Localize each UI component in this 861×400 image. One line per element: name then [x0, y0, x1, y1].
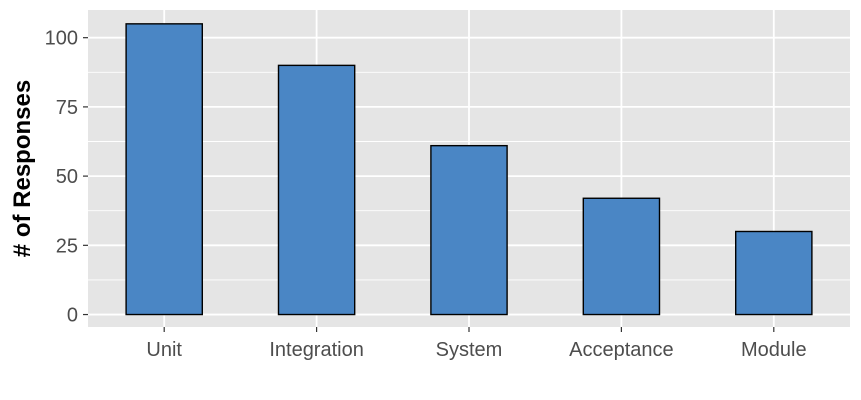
y-axis: 0 25 50 75 100 — [45, 28, 88, 327]
bar-unit — [125, 23, 203, 316]
bar-acceptance — [582, 197, 661, 316]
y-tick-label: 100 — [45, 28, 78, 50]
x-tick-label: Integration — [269, 339, 364, 361]
bar-system — [430, 144, 508, 316]
x-tick-label: Acceptance — [569, 339, 674, 361]
y-tick-label: 50 — [56, 166, 78, 188]
x-axis: Unit Integration System Acceptance Module — [146, 327, 807, 361]
y-axis-title: # of Responses — [9, 80, 36, 257]
y-tick-label: 25 — [56, 235, 78, 257]
y-tick-label: 0 — [67, 305, 78, 327]
x-tick-label: Unit — [146, 339, 182, 361]
x-tick-label: System — [436, 339, 503, 361]
bar-module — [735, 230, 813, 316]
y-tick-label: 75 — [56, 97, 78, 119]
x-tick-label: Module — [741, 339, 807, 361]
bar-series — [125, 23, 813, 316]
bar-integration — [277, 64, 356, 316]
